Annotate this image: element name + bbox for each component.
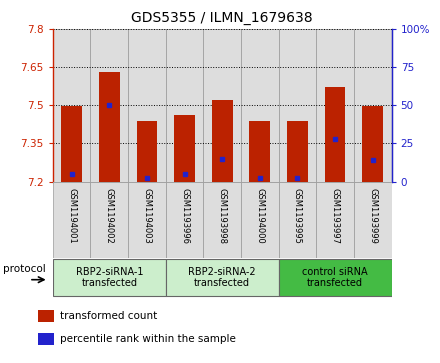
Text: GSM1194002: GSM1194002 xyxy=(105,188,114,243)
Bar xyxy=(166,182,203,258)
Bar xyxy=(53,182,91,258)
Text: percentile rank within the sample: percentile rank within the sample xyxy=(60,334,235,344)
Text: protocol: protocol xyxy=(3,264,45,274)
Bar xyxy=(241,182,279,258)
Bar xyxy=(241,29,279,182)
Text: GSM1193995: GSM1193995 xyxy=(293,188,302,244)
Bar xyxy=(325,87,345,182)
Bar xyxy=(203,29,241,182)
Bar xyxy=(316,182,354,258)
Text: GSM1194000: GSM1194000 xyxy=(255,188,264,243)
Text: transformed count: transformed count xyxy=(60,311,157,321)
Bar xyxy=(354,182,392,258)
Bar xyxy=(279,259,392,296)
Text: GSM1194003: GSM1194003 xyxy=(143,188,151,244)
Bar xyxy=(354,29,392,182)
Bar xyxy=(53,259,166,296)
Bar xyxy=(128,182,166,258)
Text: RBP2-siRNA-1
transfected: RBP2-siRNA-1 transfected xyxy=(76,267,143,289)
Text: GSM1193998: GSM1193998 xyxy=(218,188,227,244)
Text: control siRNA
transfected: control siRNA transfected xyxy=(302,267,368,289)
Bar xyxy=(91,29,128,182)
Text: GSM1193999: GSM1193999 xyxy=(368,188,377,244)
Bar xyxy=(136,121,157,182)
Bar xyxy=(99,72,120,182)
Bar xyxy=(61,106,82,182)
Bar xyxy=(212,100,233,182)
Bar xyxy=(316,29,354,182)
Bar xyxy=(249,121,270,182)
Bar xyxy=(128,29,166,182)
Bar xyxy=(174,115,195,182)
Bar xyxy=(287,121,308,182)
Bar xyxy=(166,259,279,296)
Bar xyxy=(279,182,316,258)
Text: GSM1193996: GSM1193996 xyxy=(180,188,189,244)
Title: GDS5355 / ILMN_1679638: GDS5355 / ILMN_1679638 xyxy=(132,11,313,25)
Bar xyxy=(53,29,91,182)
Text: GSM1194001: GSM1194001 xyxy=(67,188,76,243)
Bar xyxy=(203,182,241,258)
Bar xyxy=(166,29,203,182)
Bar xyxy=(38,310,54,322)
Bar xyxy=(279,29,316,182)
Text: GSM1193997: GSM1193997 xyxy=(330,188,340,244)
Bar xyxy=(91,182,128,258)
Bar xyxy=(363,106,383,182)
Bar xyxy=(38,333,54,345)
Text: RBP2-siRNA-2
transfected: RBP2-siRNA-2 transfected xyxy=(188,267,256,289)
